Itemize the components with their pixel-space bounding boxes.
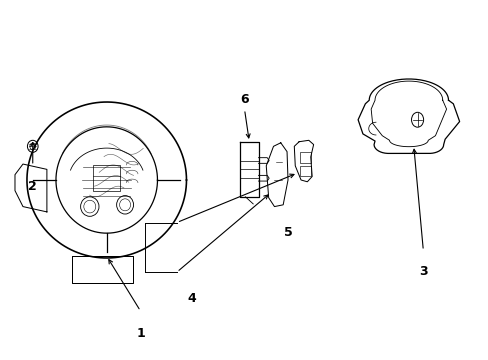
Text: 5: 5 xyxy=(283,226,292,239)
Text: 4: 4 xyxy=(186,292,195,305)
Text: 2: 2 xyxy=(28,180,37,193)
Text: 1: 1 xyxy=(136,327,144,340)
Text: 3: 3 xyxy=(418,265,427,278)
Text: 6: 6 xyxy=(240,93,248,105)
